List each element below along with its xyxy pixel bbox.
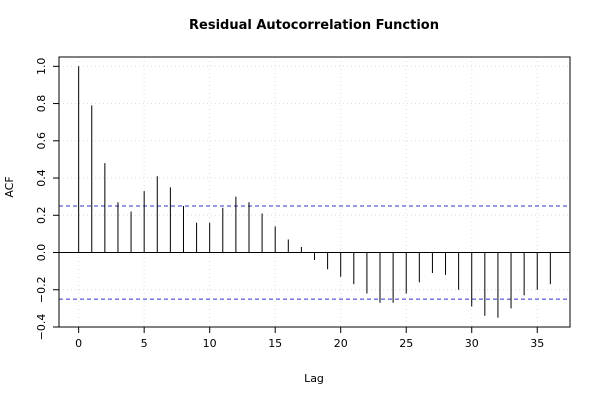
x-tick-label-3: 15 bbox=[268, 337, 282, 350]
grid bbox=[59, 57, 570, 328]
y-tick-label-2: 0.0 bbox=[35, 244, 48, 262]
x-tick-label-4: 20 bbox=[334, 337, 348, 350]
x-tick-label-2: 10 bbox=[203, 337, 217, 350]
y-tick-label-1: −0.2 bbox=[35, 276, 48, 303]
y-tick-label-6: 0.8 bbox=[35, 95, 48, 113]
chart-title: Residual Autocorrelation Function bbox=[189, 18, 439, 33]
plot-frame bbox=[58, 56, 571, 328]
x-tick-label-0: 0 bbox=[75, 337, 82, 350]
axes: 0 5 10 15 20 25 30 35 −0.4 −0.2 0.0 0.2 0.4 0.6 0.8 1.0 bbox=[35, 56, 571, 350]
y-tick-label-4: 0.4 bbox=[35, 169, 48, 187]
y-axis-label: ACF bbox=[3, 176, 16, 197]
y-tick-label-3: 0.2 bbox=[35, 207, 48, 225]
x-tick-label-5: 25 bbox=[399, 337, 413, 350]
x-tick-label-1: 5 bbox=[141, 337, 148, 350]
x-tick-label-6: 30 bbox=[465, 337, 479, 350]
acf-bars bbox=[78, 66, 551, 318]
x-axis-label: Lag bbox=[304, 372, 324, 385]
y-tick-label-0: −0.4 bbox=[35, 314, 48, 341]
x-tick-label-7: 35 bbox=[530, 337, 544, 350]
y-tick-label-5: 0.6 bbox=[35, 132, 48, 150]
y-tick-label-7: 1.0 bbox=[35, 58, 48, 76]
